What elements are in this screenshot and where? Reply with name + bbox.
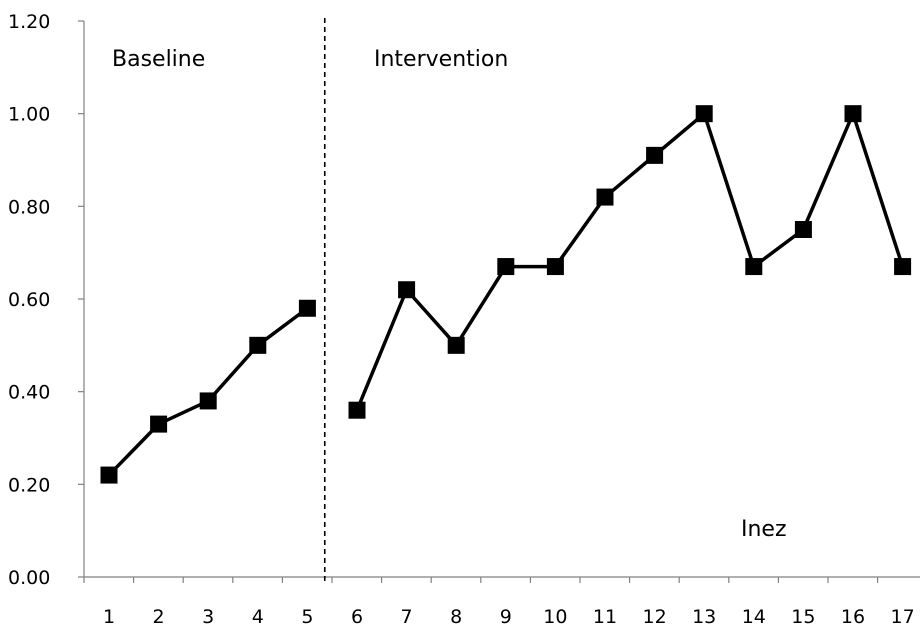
x-tick-label: 6: [351, 606, 363, 628]
data-point-marker: [298, 299, 316, 317]
x-tick-label: 12: [643, 606, 667, 628]
data-point-marker: [497, 258, 515, 276]
series-line-baseline: [107, 306, 309, 477]
data-point-marker: [646, 146, 664, 164]
data-point-marker: [199, 392, 217, 410]
data-point-marker: [398, 281, 416, 299]
data-point-marker: [695, 105, 713, 123]
x-tick-label: 15: [791, 606, 815, 628]
y-tick-label: 1.20: [8, 11, 50, 33]
x-tick-label: 1: [103, 606, 115, 628]
data-point-marker: [150, 415, 168, 433]
y-tick-label: 1.00: [8, 104, 50, 126]
x-tick-label: 5: [301, 606, 313, 628]
series-baseline: [100, 299, 316, 484]
x-tick-label: 17: [891, 606, 915, 628]
x-tick-label: 2: [153, 606, 165, 628]
series-line-intervention: [355, 111, 905, 411]
y-tick-label: 0.20: [8, 474, 50, 496]
x-tick-label: 7: [401, 606, 413, 628]
series-intervention: [348, 105, 912, 419]
x-tick-label: 3: [202, 606, 214, 628]
data-point-marker: [596, 188, 614, 206]
x-tick-label: 14: [742, 606, 766, 628]
data-point-marker: [100, 466, 118, 484]
annotations: Baseline Intervention Inez: [112, 47, 787, 542]
data-point-marker: [249, 336, 267, 354]
data-point-marker: [348, 401, 366, 419]
intervention-label: Intervention: [374, 47, 508, 72]
data-series: [100, 105, 912, 484]
x-tick-label: 11: [593, 606, 617, 628]
data-point-marker: [546, 258, 564, 276]
baseline-label: Baseline: [112, 47, 205, 72]
x-tick-label: 4: [252, 606, 264, 628]
x-tick-label: 10: [543, 606, 567, 628]
y-tick-label: 0.60: [8, 289, 50, 311]
x-tick-label: 9: [500, 606, 512, 628]
data-point-marker: [745, 258, 763, 276]
data-point-marker: [844, 105, 862, 123]
data-point-marker: [794, 221, 812, 238]
x-tick-label: 8: [450, 606, 462, 628]
participant-label: Inez: [741, 517, 787, 542]
data-point-marker: [894, 258, 912, 276]
y-tick-label: 0.00: [8, 567, 50, 589]
y-tick-label: 0.80: [8, 196, 50, 218]
x-tick-label: 13: [692, 606, 716, 628]
axes: 0.000.200.400.600.801.001.201 2 3 4 5 6 7 8 9 10 1…: [8, 11, 920, 628]
y-tick-label: 0.40: [8, 382, 50, 404]
x-tick-label: 16: [841, 606, 865, 628]
data-point-marker: [447, 336, 465, 354]
